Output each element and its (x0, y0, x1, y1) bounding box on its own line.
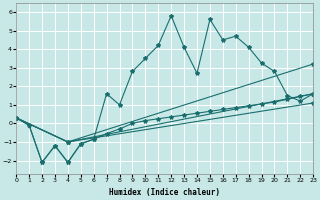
X-axis label: Humidex (Indice chaleur): Humidex (Indice chaleur) (109, 188, 220, 197)
